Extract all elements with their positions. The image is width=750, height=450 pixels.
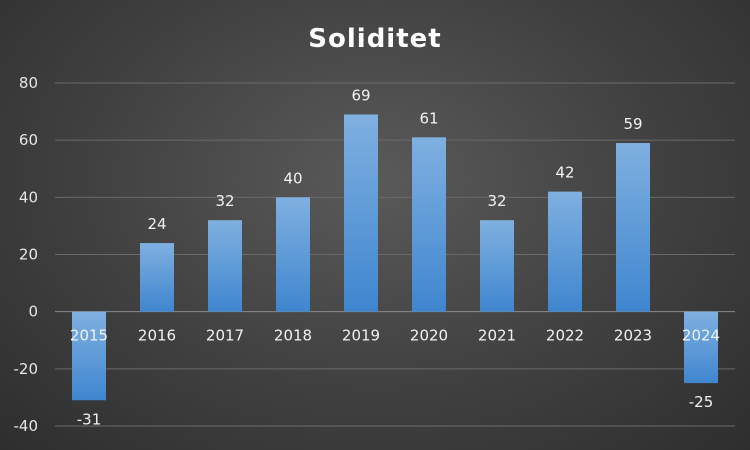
category-labels: 2015 2016 2017 2018 2019 2020 2021 2022 2023 2024	[70, 327, 720, 345]
y-tick-label: 20	[19, 246, 38, 264]
category-label: 2019	[342, 327, 380, 345]
y-tick-label: 60	[19, 131, 38, 149]
category-label: 2015	[70, 327, 108, 345]
bar	[480, 220, 514, 312]
data-label: 32	[487, 192, 506, 210]
bar	[276, 197, 310, 312]
y-tick-label: 80	[19, 74, 38, 92]
y-tick-label: -40	[14, 417, 39, 435]
bar	[344, 114, 378, 312]
y-tick-label: 0	[28, 303, 38, 321]
bar	[72, 311, 106, 401]
bar	[548, 191, 582, 312]
chart-title: Soliditet	[308, 24, 441, 54]
data-label: 59	[623, 115, 642, 133]
category-label: 2024	[682, 327, 720, 345]
category-label: 2022	[546, 327, 584, 345]
category-label: 2021	[478, 327, 516, 345]
bar	[684, 311, 718, 384]
bar	[208, 220, 242, 312]
y-axis-ticks: 80 60 40 20 0 -20 -40	[14, 74, 39, 435]
data-label: 61	[419, 109, 438, 127]
data-label: 40	[283, 169, 302, 187]
category-label: 2020	[410, 327, 448, 345]
bar	[412, 137, 446, 312]
data-label: 69	[351, 86, 370, 104]
bar	[616, 143, 650, 312]
bar	[140, 243, 174, 312]
data-label: -31	[77, 410, 102, 428]
bars	[72, 114, 718, 401]
data-labels: -31 24 32 40 69 61 32 42 59 -25	[77, 86, 714, 428]
category-label: 2018	[274, 327, 312, 345]
category-label: 2023	[614, 327, 652, 345]
data-label: 32	[215, 192, 234, 210]
data-label: 42	[555, 164, 574, 182]
data-label: -25	[689, 393, 714, 411]
data-label: 24	[147, 215, 166, 233]
category-label: 2017	[206, 327, 244, 345]
y-tick-label: 40	[19, 188, 38, 206]
category-label: 2016	[138, 327, 176, 345]
y-tick-label: -20	[14, 360, 39, 378]
